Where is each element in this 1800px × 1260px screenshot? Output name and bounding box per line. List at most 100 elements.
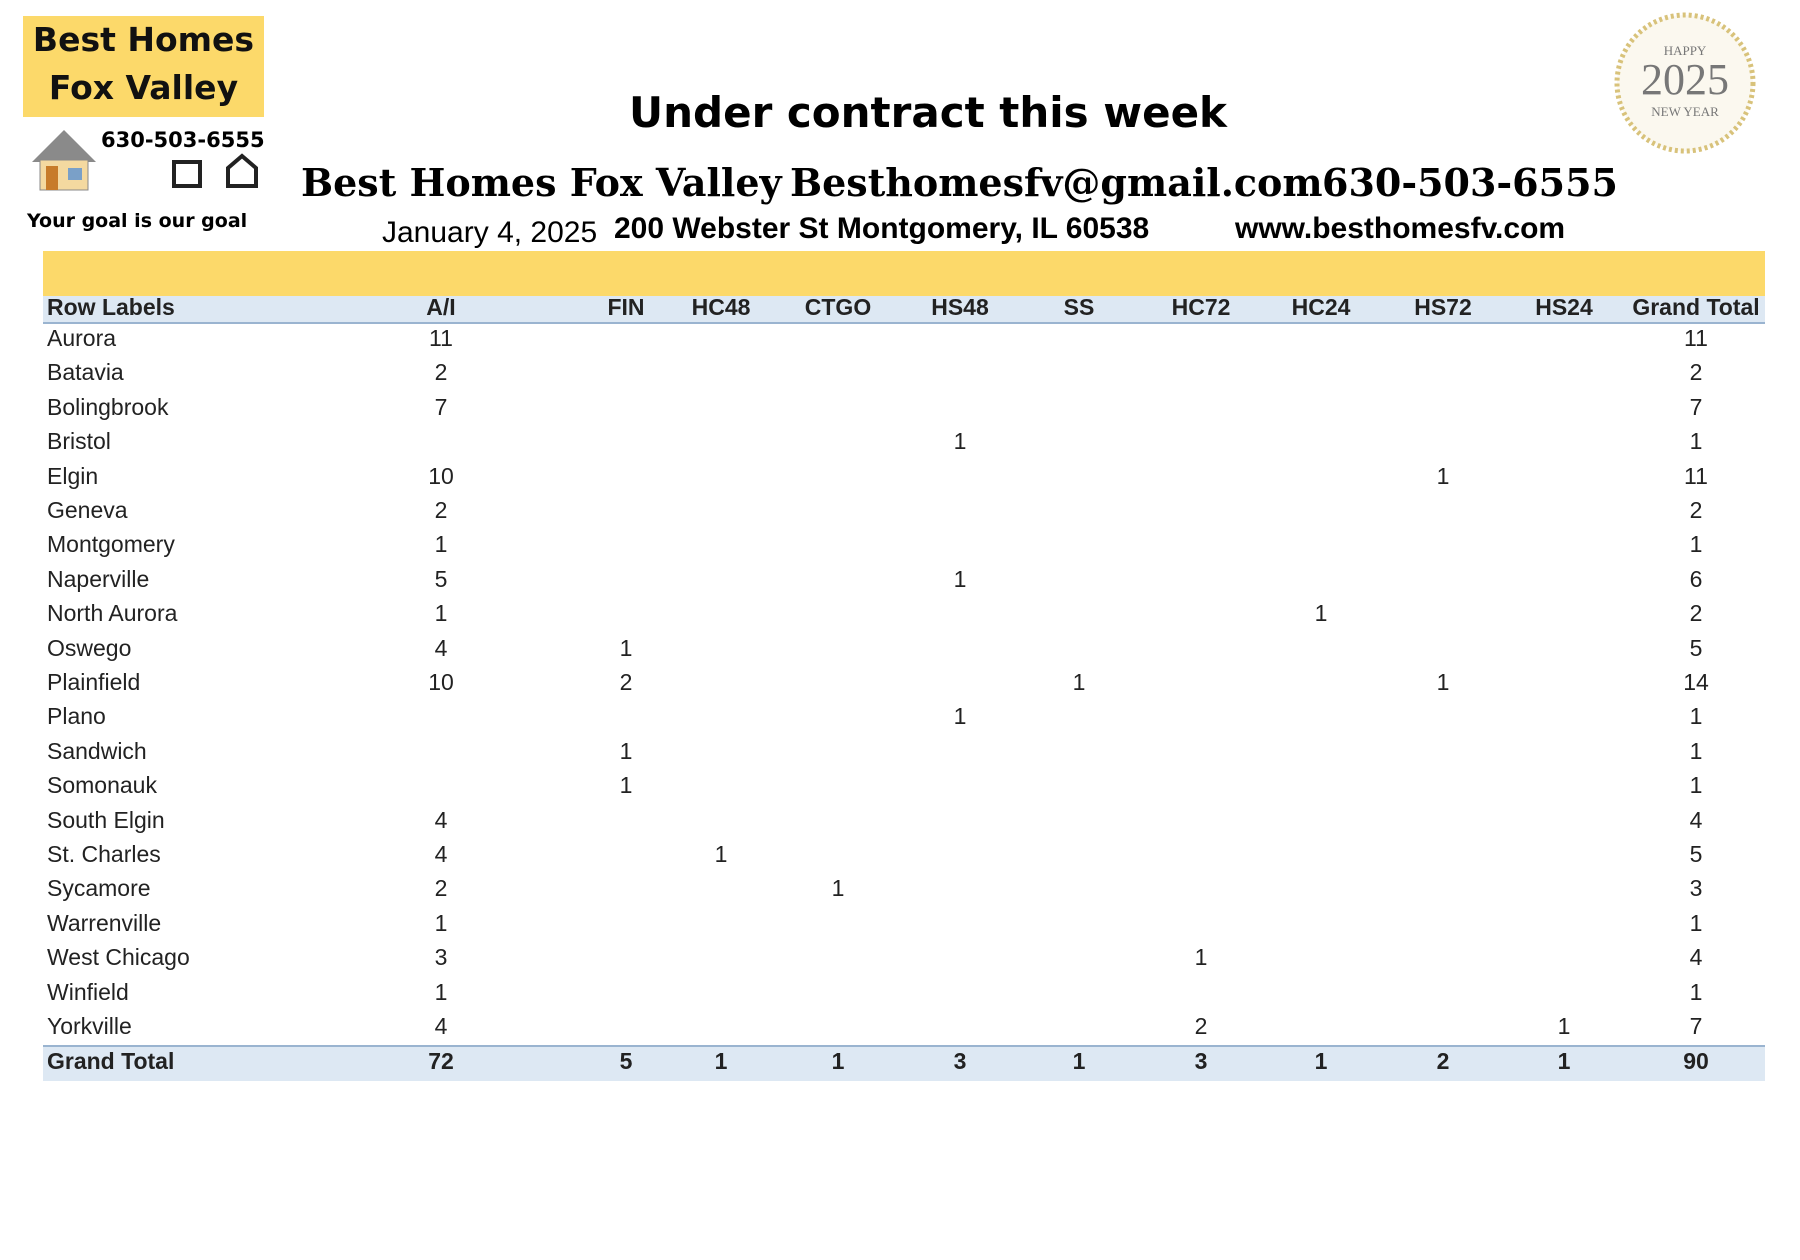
- total-cell: 72: [428, 1048, 454, 1074]
- row-label: Elgin: [47, 462, 99, 489]
- cell: 7: [434, 393, 448, 420]
- cell: 1: [619, 737, 633, 764]
- cell: 1: [1436, 462, 1450, 489]
- cell: 1: [434, 978, 448, 1005]
- cell: 1: [434, 600, 448, 627]
- row-label: Bolingbrook: [47, 393, 169, 420]
- cell: 1: [1689, 531, 1703, 558]
- row-label: St. Charles: [47, 841, 161, 867]
- cell: 1: [1557, 1013, 1571, 1039]
- cell: 2: [434, 497, 448, 523]
- total-cell: 1: [1072, 1048, 1086, 1074]
- cell: 1: [1689, 737, 1703, 764]
- logo-icons: [32, 130, 258, 191]
- cell: 1: [953, 565, 967, 592]
- total-cell: 3: [1194, 1048, 1208, 1074]
- logo-slogan: Your goal is our goal: [27, 210, 248, 232]
- column-header: Row Labels: [47, 294, 175, 320]
- logo-line: Best Homes: [32, 20, 255, 59]
- logo-phone: 630-503-6555: [101, 128, 265, 152]
- row-label: Aurora: [47, 325, 117, 351]
- cell: 3: [1689, 875, 1703, 902]
- cell: 6: [1689, 565, 1703, 592]
- cell: 1: [1314, 600, 1328, 627]
- cell: 4: [434, 841, 448, 867]
- cell: 11: [429, 325, 453, 351]
- total-cell: 1: [1314, 1048, 1328, 1074]
- column-header: FIN: [607, 294, 645, 320]
- cell: 10: [428, 669, 454, 695]
- cell: 10: [428, 462, 454, 489]
- cell: 1: [1689, 772, 1703, 799]
- row-label: Naperville: [47, 565, 150, 592]
- cell: 14: [1683, 669, 1709, 695]
- cell: 1: [1689, 978, 1703, 1005]
- cell: 1: [619, 772, 633, 799]
- cell: 2: [1689, 359, 1703, 386]
- row-label: Montgomery: [47, 531, 175, 558]
- total-cell: 1: [1557, 1048, 1571, 1074]
- cell: 1: [831, 875, 845, 902]
- cell: 1: [1689, 909, 1703, 936]
- cell: 5: [1689, 841, 1703, 867]
- column-header: A/I: [426, 294, 456, 320]
- total-cell: 2: [1436, 1048, 1450, 1074]
- row-label: West Chicago: [47, 944, 190, 971]
- row-label: Yorkville: [47, 1013, 132, 1039]
- cell: 1: [1436, 669, 1450, 695]
- badge-text: NEW YEAR: [1651, 104, 1719, 119]
- row-label: Geneva: [47, 497, 128, 523]
- cell: 7: [1689, 393, 1703, 420]
- cell: 4: [434, 1013, 448, 1039]
- row-label: Batavia: [47, 359, 124, 386]
- badge-text: HAPPY: [1664, 43, 1707, 58]
- cell: 4: [1689, 944, 1703, 971]
- row-label: Sycamore: [47, 875, 151, 902]
- cell: 2: [1689, 497, 1703, 523]
- total-cell: Grand Total: [47, 1048, 175, 1074]
- row-label: South Elgin: [47, 806, 165, 833]
- row-label: Winfield: [47, 978, 129, 1005]
- cell: 3: [434, 944, 448, 971]
- cell: 1: [434, 531, 448, 558]
- total-cell: 5: [619, 1048, 633, 1074]
- cell: 1: [1072, 669, 1086, 695]
- row-label: Bristol: [47, 428, 111, 455]
- cell: 11: [1684, 325, 1708, 351]
- company: Best Homes Fox Valley: [301, 160, 782, 205]
- column-header: HS24: [1535, 294, 1593, 320]
- total-cell: 3: [953, 1048, 967, 1074]
- cell: 1: [1689, 428, 1703, 455]
- cell: 4: [434, 806, 448, 833]
- cell: 1: [714, 841, 728, 867]
- cell: 4: [1689, 806, 1703, 833]
- date: January 4, 2025: [382, 216, 598, 249]
- cell: 2: [619, 669, 633, 695]
- header-row-bg: [43, 296, 1765, 324]
- yellow-band: [43, 251, 1765, 296]
- cell: 1: [953, 428, 967, 455]
- cell: 5: [1689, 634, 1703, 661]
- total-cell: 90: [1683, 1048, 1709, 1074]
- logo-line: Fox Valley: [48, 68, 239, 107]
- website: www.besthomesfv.com: [1235, 212, 1566, 245]
- title: Under contract this week: [629, 88, 1227, 137]
- cell: 2: [1194, 1013, 1208, 1039]
- cell: 1: [1689, 703, 1703, 730]
- new-year-badge: HAPPY 2025 NEW YEAR: [1614, 12, 1756, 154]
- row-label: Somonauk: [47, 772, 157, 799]
- cell: 1: [434, 909, 448, 936]
- cell: 2: [434, 359, 448, 386]
- column-header: HC48: [691, 294, 751, 320]
- column-header: HS72: [1414, 294, 1472, 320]
- row-label: Sandwich: [47, 737, 147, 764]
- column-header: SS: [1063, 294, 1095, 320]
- row-label: Warrenville: [47, 909, 162, 936]
- badge-year: 2025: [1641, 55, 1729, 104]
- column-header: HC72: [1171, 294, 1231, 320]
- cell: 11: [1684, 462, 1708, 489]
- cell: 4: [434, 634, 448, 661]
- column-header: CTGO: [804, 294, 872, 320]
- email: Besthomesfv@gmail.com: [790, 160, 1323, 205]
- column-header: Grand Total: [1632, 294, 1760, 320]
